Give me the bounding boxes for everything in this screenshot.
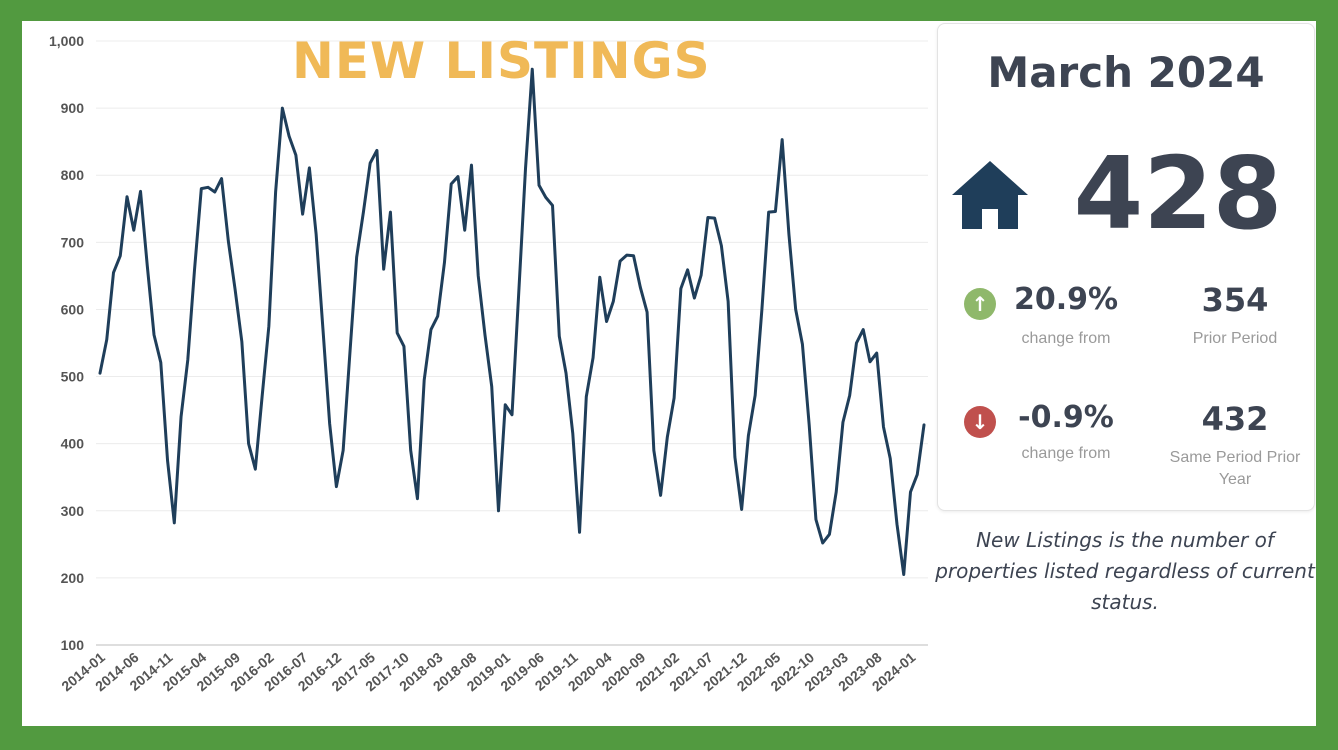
dashboard-panel: 100 200 300 400 500 600 700 800 900 1,000 2014-01… — [22, 21, 1316, 726]
y-tick-label: 200 — [61, 570, 85, 586]
same-period-prior-year-value: 432 — [1201, 400, 1269, 438]
y-tick-label: 1,000 — [49, 33, 84, 49]
x-axis: 2014-012014-062014-112015-042015-092016-… — [58, 649, 918, 694]
y-tick-label: 300 — [61, 503, 85, 519]
prior-period-label: Prior Period — [1192, 330, 1278, 347]
house-icon — [952, 161, 1028, 229]
change-from-label: change from — [1021, 445, 1111, 462]
y-tick-label: 900 — [61, 100, 85, 116]
y-tick-label: 500 — [61, 369, 85, 385]
metric-description: New Listings is the number of properties… — [935, 528, 1315, 614]
y-tick-label: 600 — [61, 301, 85, 317]
arrow-down-circle-icon: ↓ — [964, 406, 996, 438]
y-tick-label: 100 — [61, 637, 85, 653]
percent-change-prior-period: 20.9% — [1013, 282, 1119, 317]
series-line-new-listings — [98, 67, 926, 577]
prior-period-value: 354 — [1201, 281, 1269, 319]
period-label: March 2024 — [987, 48, 1265, 97]
arrow-up-circle-icon: ↑ — [964, 288, 996, 320]
same-period-prior-year-label: Same Period Prior Year — [1169, 449, 1301, 488]
change-from-label: change from — [1021, 330, 1111, 347]
gridlines — [96, 40, 928, 646]
y-tick-label: 400 — [61, 436, 85, 452]
line-chart: 100 200 300 400 500 600 700 800 900 1,000 2014-01… — [49, 33, 928, 694]
y-tick-label: 700 — [61, 234, 85, 250]
chart-title: NEW LISTINGS — [292, 32, 711, 90]
percent-change-prior-year: -0.9% — [1018, 400, 1114, 435]
y-tick-label: 800 — [61, 167, 85, 183]
y-axis: 100 200 300 400 500 600 700 800 900 1,000 — [49, 33, 84, 653]
summary-card: March 2024 428 ↑ 20.9% change from 354 P… — [937, 23, 1315, 511]
new-listings-value: 428 — [1073, 135, 1283, 252]
